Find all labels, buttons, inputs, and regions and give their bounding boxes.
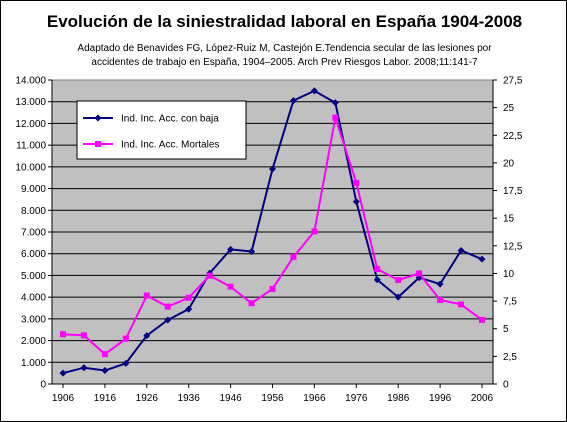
left-tick-label: 14.000 <box>15 76 46 87</box>
data-point <box>95 141 101 147</box>
x-tick-label: 1926 <box>136 393 159 404</box>
right-tick-label: 0 <box>503 380 509 391</box>
left-tick-label: 11.000 <box>16 141 46 152</box>
left-tick-label: 5.000 <box>21 271 46 282</box>
data-point <box>164 303 171 310</box>
data-point <box>457 246 465 254</box>
x-tick-label: 1956 <box>261 393 284 404</box>
left-tick-label: 7.000 <box>21 228 46 239</box>
legend: Ind. Inc. Acc. con baja Ind. Inc. Acc. Mo… <box>76 100 247 160</box>
data-point <box>290 253 297 260</box>
left-tick-label: 1.000 <box>21 358 46 369</box>
legend-box <box>76 100 247 160</box>
data-point <box>101 351 108 358</box>
series-layer <box>59 87 486 377</box>
legend-item: Ind. Inc. Acc. con baja <box>83 114 219 125</box>
right-tick-label: 2,5 <box>503 352 517 363</box>
data-point <box>416 270 423 277</box>
data-point <box>353 179 360 186</box>
data-point <box>352 198 360 206</box>
right-tick-label: 25 <box>503 103 515 114</box>
right-tick-label: 27,5 <box>503 76 523 87</box>
x-tick-label: 1996 <box>429 393 452 404</box>
data-point <box>269 165 276 173</box>
legend-item: Ind. Inc. Acc. Mortales <box>83 140 219 151</box>
left-tick-label: 8.000 <box>21 206 46 217</box>
x-tick-label: 1936 <box>178 393 201 404</box>
data-point <box>80 332 87 339</box>
left-axis-ticks: 0 1.000 2.000 3.000 4.000 5.000 6.000 7.000 8.00… <box>15 76 52 391</box>
data-point <box>227 245 235 253</box>
left-tick-label: 12.000 <box>15 119 46 130</box>
data-point <box>436 280 444 288</box>
x-tick-label: 1986 <box>387 393 410 404</box>
data-point <box>458 301 465 308</box>
data-point <box>122 335 129 342</box>
right-tick-label: 7,5 <box>503 297 517 308</box>
data-point <box>269 285 276 292</box>
x-tick-label: 1916 <box>94 393 117 404</box>
right-tick-label: 12,5 <box>503 241 523 252</box>
x-tick-label: 1906 <box>52 393 75 404</box>
legend-label: Ind. Inc. Acc. con baja <box>121 114 219 125</box>
data-point <box>94 114 102 122</box>
right-tick-label: 5 <box>503 324 509 335</box>
data-point <box>310 87 318 95</box>
left-tick-label: 6.000 <box>21 249 46 260</box>
left-tick-label: 2.000 <box>21 336 46 347</box>
data-point <box>248 300 255 307</box>
data-point <box>311 228 318 235</box>
data-point <box>185 294 192 301</box>
chart-title: Evolución de la siniestralidad laboral e… <box>46 12 523 31</box>
series-2 <box>60 114 485 358</box>
data-point <box>60 331 66 338</box>
right-tick-label: 20 <box>503 158 515 169</box>
legend-label: Ind. Inc. Acc. Mortales <box>121 140 219 151</box>
data-point <box>332 114 339 121</box>
x-tick-label: 1976 <box>345 393 368 404</box>
left-tick-label: 0 <box>40 380 46 391</box>
data-point <box>478 255 486 263</box>
data-point <box>395 277 402 284</box>
data-point <box>289 97 297 105</box>
x-tick-label: 1946 <box>219 393 242 404</box>
x-axis-ticks: 1906 1916 1926 1936 1946 1956 1966 1976 1986 1996… <box>52 384 494 404</box>
data-point <box>248 248 256 256</box>
data-point <box>143 332 151 340</box>
data-point <box>164 316 172 324</box>
data-point <box>331 99 339 107</box>
data-point <box>479 316 485 323</box>
data-point <box>373 276 381 284</box>
data-point <box>59 369 67 377</box>
chart-subtitle-line-1: Adaptado de Benavides FG, López-Ruiz M, … <box>77 43 492 54</box>
left-tick-label: 13.000 <box>15 97 46 108</box>
data-point <box>80 364 88 372</box>
left-tick-label: 4.000 <box>21 293 46 304</box>
right-tick-label: 17,5 <box>503 186 523 197</box>
data-point <box>206 272 213 279</box>
left-tick-label: 3.000 <box>21 314 46 325</box>
right-axis-ticks: 0 2,5 5 7,5 10 12,5 15 17,5 20 22,5 25 27,5 <box>493 76 523 391</box>
chart-subtitle-line-2: accidentes de trabajo en España, 1904–20… <box>91 57 478 68</box>
data-point <box>394 293 402 301</box>
x-tick-label: 2006 <box>471 393 494 404</box>
right-tick-label: 22,5 <box>503 131 523 142</box>
data-point <box>374 266 381 273</box>
right-tick-label: 10 <box>503 269 515 280</box>
right-tick-label: 15 <box>503 214 515 225</box>
x-tick-label: 1966 <box>303 393 326 404</box>
left-tick-label: 9.000 <box>21 184 46 195</box>
data-point <box>143 292 150 299</box>
left-tick-label: 10.000 <box>15 162 46 173</box>
data-point <box>122 359 130 367</box>
data-point <box>101 367 109 375</box>
data-point <box>227 283 234 290</box>
data-point <box>185 305 193 313</box>
data-point <box>437 296 444 303</box>
series-1 <box>59 87 486 377</box>
